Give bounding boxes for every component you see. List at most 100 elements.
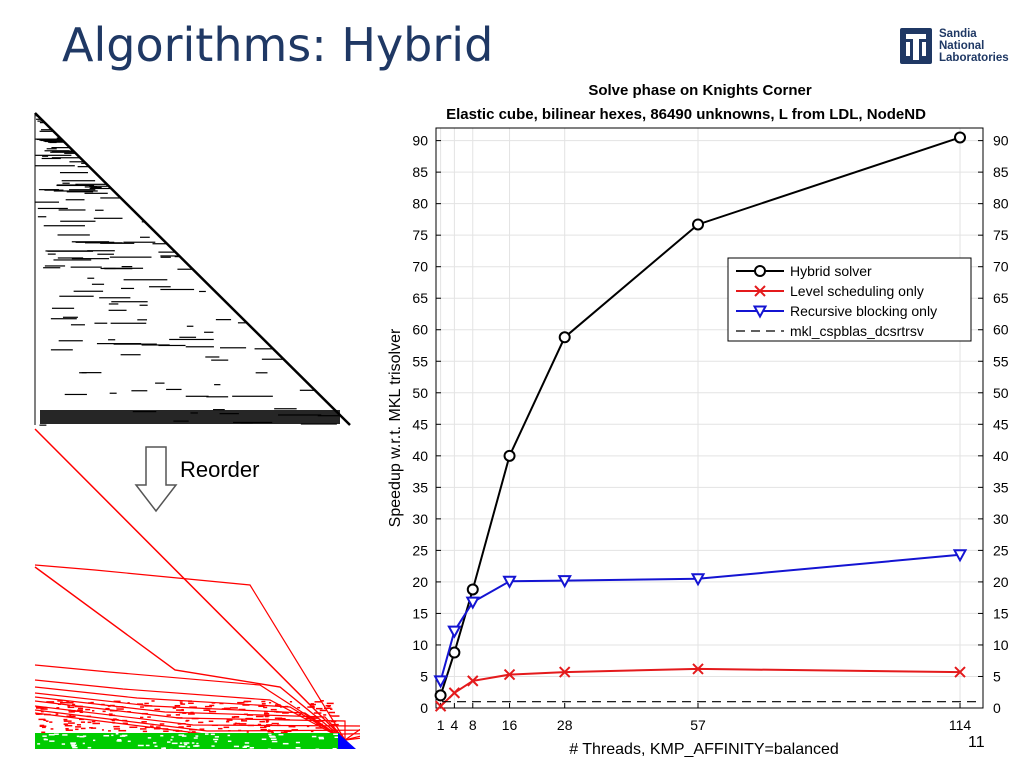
red-nonzero [113,725,120,728]
nonzero-band [85,242,123,244]
green-gap [160,734,164,737]
y-tick-label: 5 [420,668,428,684]
red-nonzero [274,717,283,719]
data-point [690,573,706,587]
red-nonzero [307,717,315,719]
red-nonzero [285,705,289,708]
nonzero-band [50,349,73,351]
red-nonzero [188,702,194,705]
red-nonzero [331,723,339,726]
red-nonzero [127,702,130,704]
green-gap [137,744,144,747]
nonzero-band [43,267,61,269]
red-nonzero [67,706,75,709]
nonzero-band [35,201,60,203]
y-tick-label-right: 0 [993,700,1001,716]
red-nonzero [40,708,48,710]
nonzero-band [206,396,229,398]
data-point [467,675,479,687]
red-nonzero [118,729,127,732]
green-gap [87,746,92,749]
nonzero-band [87,277,95,279]
y-tick-label: 10 [412,637,428,653]
red-nonzero [223,726,230,729]
logo-line-3: Laboratories [939,52,1009,64]
nonzero-band [199,290,206,293]
y-tick-label: 55 [412,353,428,369]
data-point [692,218,705,231]
red-nonzero [325,705,332,707]
y-tick-label: 60 [412,322,428,338]
red-nonzero [282,712,289,714]
green-gap [37,743,41,745]
green-gap [79,735,85,738]
y-tick-label-right: 90 [993,133,1009,149]
legend-marker [754,265,766,277]
green-gap [153,742,157,744]
red-nonzero [162,728,169,730]
green-gap [169,748,173,751]
red-nonzero [238,708,246,711]
red-nonzero [259,720,265,723]
nonzero-band [108,339,116,341]
legend-item: Level scheduling only [736,283,924,299]
nonzero-band [77,166,89,168]
red-nonzero [70,709,76,712]
series-level-scheduling-only [434,663,966,712]
red-nonzero [204,705,212,708]
green-gap [332,747,337,750]
x-axis-label: # Threads, KMP_AFFINITY=balanced [569,741,839,758]
red-nonzero [179,702,183,704]
data-point [465,596,480,610]
red-nonzero [50,728,54,730]
nonzero-band [232,395,273,397]
green-gap [179,742,183,744]
nonzero-band [97,253,114,255]
red-nonzero [186,725,192,728]
data-point [434,689,447,702]
green-gap [170,739,173,741]
red-nonzero [241,720,248,722]
red-nonzero [37,713,43,715]
green-gap [115,733,119,735]
green-gap [145,744,150,747]
red-nonzero [109,704,115,707]
red-nonzero [108,713,113,715]
red-nonzero [257,723,262,726]
nonzero-band [213,409,225,411]
red-nonzero [217,727,223,730]
nonzero-band [120,354,141,356]
legend-item: Hybrid solver [736,263,872,279]
green-gap [183,742,190,744]
legend-label: Recursive blocking only [790,303,937,319]
y-tick-label-right: 25 [993,542,1009,558]
nonzero-band [44,150,70,152]
x-tick-label: 16 [502,717,518,733]
red-nonzero [65,727,69,730]
red-nonzero [159,723,165,725]
green-gap [270,738,277,741]
green-gap [48,734,55,736]
reordered-diagonal [34,428,346,741]
green-gap [318,737,325,740]
red-nonzero [266,724,270,727]
red-nonzero [264,715,270,717]
nonzero-band [237,322,247,324]
red-nonzero [109,714,116,717]
green-gap [163,747,166,749]
nonzero-band [61,180,96,182]
red-nonzero [211,724,219,727]
y-tick-label-right: 85 [993,164,1009,180]
nonzero-band [131,390,148,392]
red-nonzero [297,706,301,709]
green-gap [121,734,128,737]
red-nonzero [92,722,100,725]
green-gap [193,737,198,739]
green-gap [178,734,185,736]
nonzero-band [71,258,110,260]
nonzero-band [109,256,152,258]
nonzero-band [81,372,102,374]
red-nonzero [287,730,292,733]
nonzero-band [37,120,43,122]
